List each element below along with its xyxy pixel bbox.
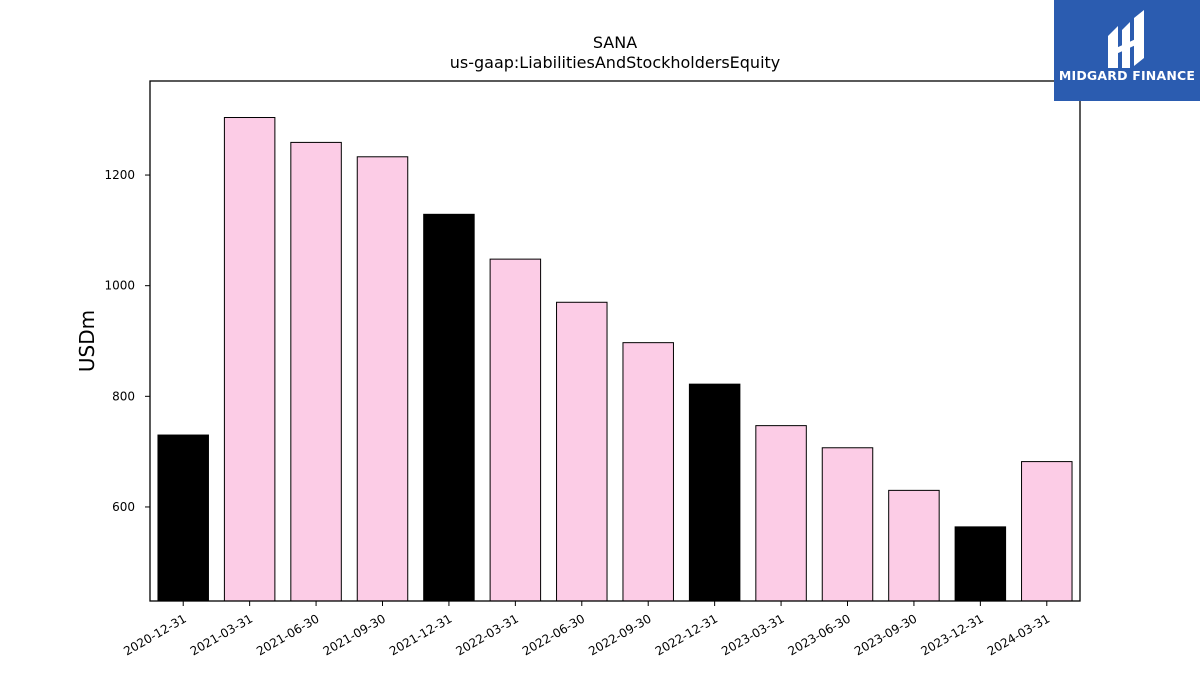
bar-2023-06-30 bbox=[821, 447, 874, 602]
bar-2022-03-31 bbox=[489, 258, 542, 602]
chart-title: SANA bbox=[593, 33, 637, 52]
bar-2020-12-31 bbox=[157, 434, 209, 602]
y-axis: 600 800 1000 1200 bbox=[104, 168, 150, 514]
bar-2021-06-30 bbox=[290, 141, 342, 602]
y-tick-label: 1200 bbox=[104, 168, 135, 182]
x-tick-label: 2023-06-30 bbox=[786, 611, 853, 658]
chart-subtitle: us-gaap:LiabilitiesAndStockholdersEquity bbox=[450, 53, 781, 72]
bar-2023-12-31 bbox=[954, 526, 1007, 602]
x-tick-label: 2022-09-30 bbox=[586, 611, 653, 658]
bar-2021-12-31 bbox=[423, 213, 475, 602]
bars-group bbox=[157, 117, 1073, 602]
x-tick-label: 2022-06-30 bbox=[520, 611, 587, 658]
y-tick-label: 600 bbox=[112, 500, 135, 514]
x-tick-label: 2021-09-30 bbox=[321, 611, 388, 658]
x-tick-label: 2021-03-31 bbox=[188, 611, 255, 658]
x-tick-label: 2022-12-31 bbox=[653, 611, 720, 658]
y-tick-label: 1000 bbox=[104, 279, 135, 293]
midgard-logo-icon bbox=[1108, 10, 1144, 68]
x-tick-label: 2023-12-31 bbox=[918, 611, 985, 658]
x-tick-label: 2023-09-30 bbox=[852, 611, 919, 658]
x-tick-label: 2023-03-31 bbox=[719, 611, 786, 658]
bar-2021-03-31 bbox=[223, 117, 276, 602]
bar-2022-06-30 bbox=[556, 301, 608, 602]
logo-text: MIDGARD FINANCE bbox=[1058, 68, 1196, 83]
y-tick-label: 800 bbox=[112, 389, 135, 403]
bar-2023-09-30 bbox=[888, 489, 940, 602]
bar-2023-03-31 bbox=[755, 425, 807, 602]
bar-2021-09-30 bbox=[356, 156, 409, 602]
bar-2024-03-31 bbox=[1021, 461, 1073, 602]
y-axis-label: USDm bbox=[75, 310, 99, 372]
plot-frame bbox=[149, 80, 1081, 602]
x-tick-label: 2022-03-31 bbox=[453, 611, 520, 658]
x-axis: 2020-12-31 2021-03-31 2021-06-30 2021-09-30… bbox=[121, 601, 1052, 658]
brand-logo: MIDGARD FINANCE bbox=[1054, 0, 1200, 101]
x-tick-label: 2021-06-30 bbox=[254, 611, 321, 658]
x-tick-label: 2020-12-31 bbox=[121, 611, 188, 658]
x-tick-label: 2021-12-31 bbox=[387, 611, 454, 658]
bar-2022-09-30 bbox=[622, 342, 674, 602]
bar-2022-12-31 bbox=[688, 383, 741, 602]
x-tick-label: 2024-03-31 bbox=[985, 611, 1052, 658]
